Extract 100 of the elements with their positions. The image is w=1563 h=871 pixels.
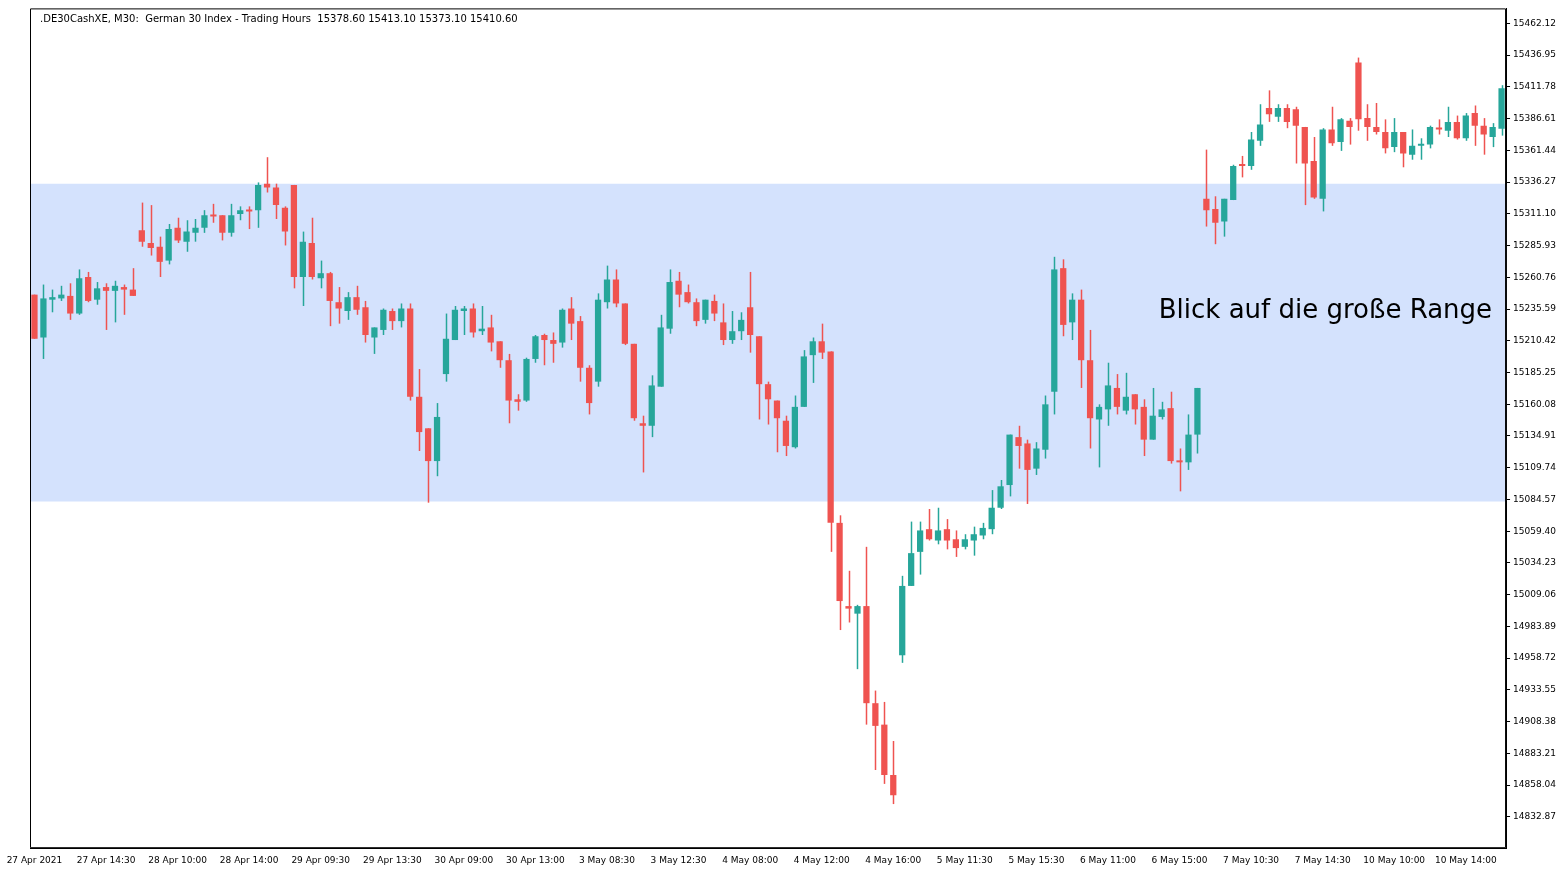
x-tick-label: 4 May 08:00 xyxy=(722,854,779,865)
y-tick-label: 14908.38 xyxy=(1513,715,1557,726)
y-tick-label: 15285.93 xyxy=(1513,239,1557,250)
candlestick xyxy=(1471,104,1478,147)
y-tick-label: 14858.04 xyxy=(1513,779,1557,790)
candlestick xyxy=(389,307,396,331)
y-tick-label: 14832.87 xyxy=(1513,811,1557,822)
candlestick xyxy=(1292,106,1299,165)
candlestick xyxy=(111,280,119,324)
candlestick xyxy=(380,307,387,336)
y-tick-label: 15134.91 xyxy=(1513,430,1557,441)
candlestick xyxy=(1122,372,1129,416)
candlestick xyxy=(1203,148,1210,228)
candlestick xyxy=(1104,361,1112,427)
x-tick-label: 29 Apr 09:30 xyxy=(291,854,351,865)
candlestick xyxy=(1346,117,1353,146)
candlestick xyxy=(970,525,977,557)
y-tick-label: 15436.95 xyxy=(1513,49,1557,60)
candlestick xyxy=(845,570,852,624)
candlestick xyxy=(398,302,405,329)
candlestick xyxy=(1462,112,1469,142)
candlestick xyxy=(773,399,781,454)
candlestick xyxy=(603,264,611,310)
candlestick xyxy=(639,414,646,474)
candlestick xyxy=(496,340,503,369)
candlestick xyxy=(988,489,995,535)
candlestick xyxy=(872,689,879,771)
x-tick-label: 5 May 15:30 xyxy=(1008,854,1065,865)
candlestick xyxy=(684,283,691,305)
x-tick-label: 3 May 12:30 xyxy=(650,854,707,865)
candlestick xyxy=(1283,103,1291,129)
x-tick-label: 30 Apr 09:00 xyxy=(434,854,494,865)
x-tick-label: 28 Apr 14:00 xyxy=(219,854,279,865)
x-tick-label: 4 May 12:00 xyxy=(793,854,850,865)
y-tick-label: 15084.57 xyxy=(1513,493,1557,504)
candlestick xyxy=(228,203,235,238)
y-tick-label: 14883.21 xyxy=(1513,747,1557,758)
y-tick-label: 15260.76 xyxy=(1513,271,1557,282)
candlestick xyxy=(93,281,101,306)
x-tick-label: 4 May 16:00 xyxy=(865,854,922,865)
candlestick xyxy=(711,293,718,322)
x-tick-label: 27 Apr 14:30 xyxy=(76,854,136,865)
candlestick xyxy=(1489,122,1496,148)
y-tick-label: 15361.44 xyxy=(1513,144,1557,155)
x-tick-label: 3 May 08:30 xyxy=(579,854,636,865)
x-tick-label: 10 May 14:00 xyxy=(1434,854,1497,865)
x-tick-label: 28 Apr 10:00 xyxy=(148,854,208,865)
candlestick xyxy=(1149,387,1156,441)
candlestick xyxy=(469,302,476,339)
candlestick xyxy=(764,380,772,426)
x-tick-label: 30 Apr 13:00 xyxy=(506,854,566,865)
candlestick xyxy=(371,326,378,355)
y-tick-label: 15235.59 xyxy=(1513,303,1557,314)
candlestick xyxy=(219,214,226,242)
candlestick xyxy=(1444,106,1452,138)
candlestick xyxy=(1337,117,1344,152)
candlestick xyxy=(729,310,736,345)
candlestick xyxy=(246,205,253,230)
y-tick-label: 15411.78 xyxy=(1513,81,1557,92)
y-tick-label: 15210.42 xyxy=(1513,335,1557,346)
y-tick-label: 15160.08 xyxy=(1513,398,1557,409)
candlestick xyxy=(952,529,960,558)
candlestick xyxy=(1391,117,1398,153)
candlestick xyxy=(67,282,74,321)
candlestick xyxy=(1015,425,1022,470)
x-tick-label: 6 May 15:00 xyxy=(1151,854,1208,865)
candlestick xyxy=(1373,102,1380,136)
candlestick xyxy=(532,334,539,364)
y-tick-label: 15386.61 xyxy=(1513,112,1557,123)
candlestick xyxy=(85,271,92,303)
candlestick xyxy=(1382,118,1389,155)
y-tick-label: 15009.06 xyxy=(1513,589,1557,600)
candlestick xyxy=(317,259,324,290)
y-tick-label: 15462.12 xyxy=(1513,17,1557,28)
candlestick xyxy=(1409,128,1416,161)
x-tick-label: 7 May 10:30 xyxy=(1223,854,1280,865)
candlestick xyxy=(174,216,181,244)
candlestick xyxy=(201,209,208,234)
candlestick xyxy=(1131,393,1138,426)
y-tick-label: 15034.23 xyxy=(1513,557,1557,568)
candlestick xyxy=(1453,114,1460,141)
candlestick xyxy=(147,204,154,257)
y-tick-label: 15185.25 xyxy=(1513,366,1557,377)
candlestick xyxy=(192,218,199,243)
y-tick-label: 14983.89 xyxy=(1513,620,1557,631)
candlestick xyxy=(568,296,575,341)
candlestick xyxy=(102,282,110,331)
candlestick xyxy=(541,332,548,366)
candlestick xyxy=(809,336,816,384)
candlestick xyxy=(129,267,137,297)
x-tick-label: 5 May 11:30 xyxy=(936,854,994,865)
candlestick xyxy=(1033,441,1040,476)
candlestick xyxy=(281,205,289,247)
x-tick-label: 27 Apr 2021 xyxy=(6,854,63,865)
candlestick xyxy=(854,604,861,670)
candlestick xyxy=(344,291,351,321)
candlestick xyxy=(49,288,56,314)
x-tick-label: 10 May 10:00 xyxy=(1363,854,1426,865)
candlestick xyxy=(1417,137,1425,161)
candlestick xyxy=(156,235,163,278)
